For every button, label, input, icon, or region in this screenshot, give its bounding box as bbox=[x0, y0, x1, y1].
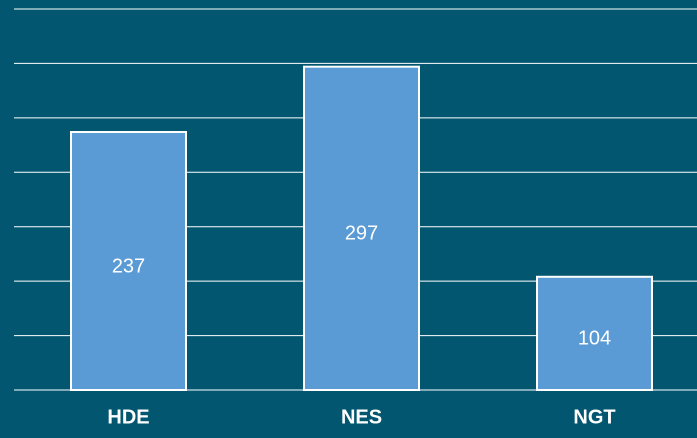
x-tick-label: NGT bbox=[573, 406, 615, 428]
x-tick-label: NES bbox=[341, 406, 382, 428]
bar bbox=[536, 275, 653, 391]
bar bbox=[303, 65, 420, 392]
data-label: 104 bbox=[578, 328, 611, 350]
x-tick-label: HDE bbox=[107, 406, 149, 428]
data-label: 297 bbox=[345, 223, 378, 245]
bar bbox=[70, 131, 187, 391]
data-label: 237 bbox=[112, 255, 145, 277]
